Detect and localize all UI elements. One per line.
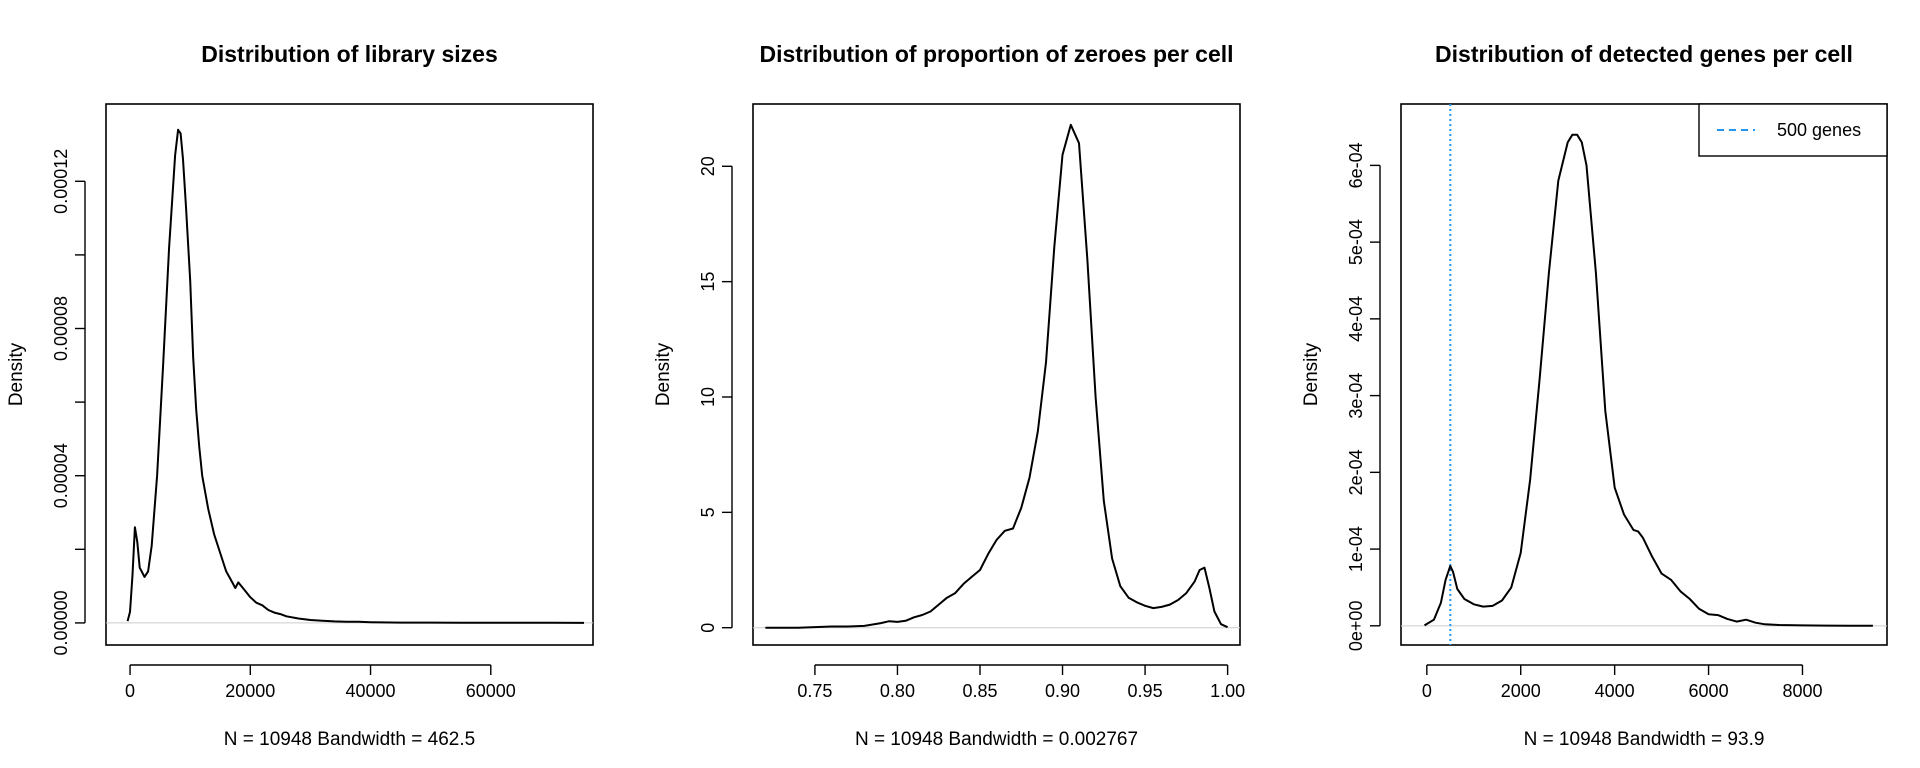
x-tick-label: 0.95 (1128, 681, 1163, 701)
y-axis-label: Density (6, 342, 27, 406)
y-tick-label: 0e+00 (1346, 601, 1366, 652)
y-tick-label: 2e-04 (1346, 449, 1366, 495)
y-tick-label: 0.00008 (51, 296, 71, 361)
y-tick-label: 20 (698, 156, 718, 176)
x-axis: 0.75 0.80 0.85 0.90 0.95 1.00 (797, 664, 1245, 701)
y-tick-label: 0.00012 (51, 149, 71, 214)
y-axis-label: Density (1301, 342, 1322, 406)
x-tick-label: 60000 (466, 681, 516, 701)
y-tick-label: 5e-04 (1346, 219, 1366, 265)
x-axis: 0 2000 4000 6000 8000 (1422, 664, 1823, 701)
y-tick-label: 3e-04 (1346, 373, 1366, 419)
chart-panel-2: Distribution of proportion of zeroes per… (653, 41, 1245, 750)
x-tick-label: 0.80 (880, 681, 915, 701)
x-tick-label: 4000 (1595, 681, 1635, 701)
y-tick-label: 0.00004 (51, 443, 71, 508)
x-tick-label: 8000 (1782, 681, 1822, 701)
y-tick-label: 0.00000 (51, 590, 71, 655)
chart-panel-1: Distribution of library sizes 0 20000 40000… (6, 41, 594, 750)
y-axis-label: Density (653, 342, 674, 406)
x-axis-label: N = 10948 Bandwidth = 93.9 (1524, 729, 1765, 750)
chart-panel-3: Distribution of detected genes per cell 0… (1301, 41, 1888, 750)
y-axis: 0 5 10 15 20 (698, 156, 733, 633)
legend-label: 500 genes (1777, 120, 1861, 140)
plot-frame (752, 103, 1241, 646)
x-tick-label: 2000 (1501, 681, 1541, 701)
plot-frame (1400, 103, 1888, 646)
density-curve (126, 128, 585, 624)
x-tick-label: 0 (125, 681, 135, 701)
y-tick-label: 15 (698, 272, 718, 292)
x-tick-label: 0.75 (797, 681, 832, 701)
x-tick-label: 0 (1422, 681, 1432, 701)
x-tick-label: 1.00 (1210, 681, 1245, 701)
x-tick-label: 0.90 (1045, 681, 1080, 701)
y-axis: 0.00000 0.00004 0.00008 0.00012 (51, 149, 86, 655)
chart-title: Distribution of library sizes (201, 41, 498, 67)
plot-frame (105, 103, 594, 646)
chart-title: Distribution of proportion of zeroes per… (759, 41, 1233, 67)
density-curve (765, 123, 1229, 629)
x-axis-label: N = 10948 Bandwidth = 462.5 (224, 729, 475, 750)
y-tick-label: 6e-04 (1346, 142, 1366, 188)
y-tick-label: 10 (698, 387, 718, 407)
x-axis: 0 20000 40000 60000 (125, 664, 516, 701)
legend: 500 genes (1698, 103, 1888, 157)
y-tick-label: 1e-04 (1346, 526, 1366, 572)
x-tick-label: 20000 (225, 681, 275, 701)
y-tick-label: 4e-04 (1346, 296, 1366, 342)
y-tick-label: 5 (698, 507, 718, 517)
density-curve (1423, 133, 1873, 627)
y-tick-label: 0 (698, 623, 718, 633)
x-tick-label: 6000 (1689, 681, 1729, 701)
y-axis: 0e+00 1e-04 2e-04 3e-04 4e-04 5e-04 6e-04 (1346, 142, 1381, 652)
x-tick-label: 40000 (346, 681, 396, 701)
x-tick-label: 0.85 (962, 681, 997, 701)
chart-title: Distribution of detected genes per cell (1435, 41, 1853, 67)
x-axis-label: N = 10948 Bandwidth = 0.002767 (855, 729, 1138, 750)
